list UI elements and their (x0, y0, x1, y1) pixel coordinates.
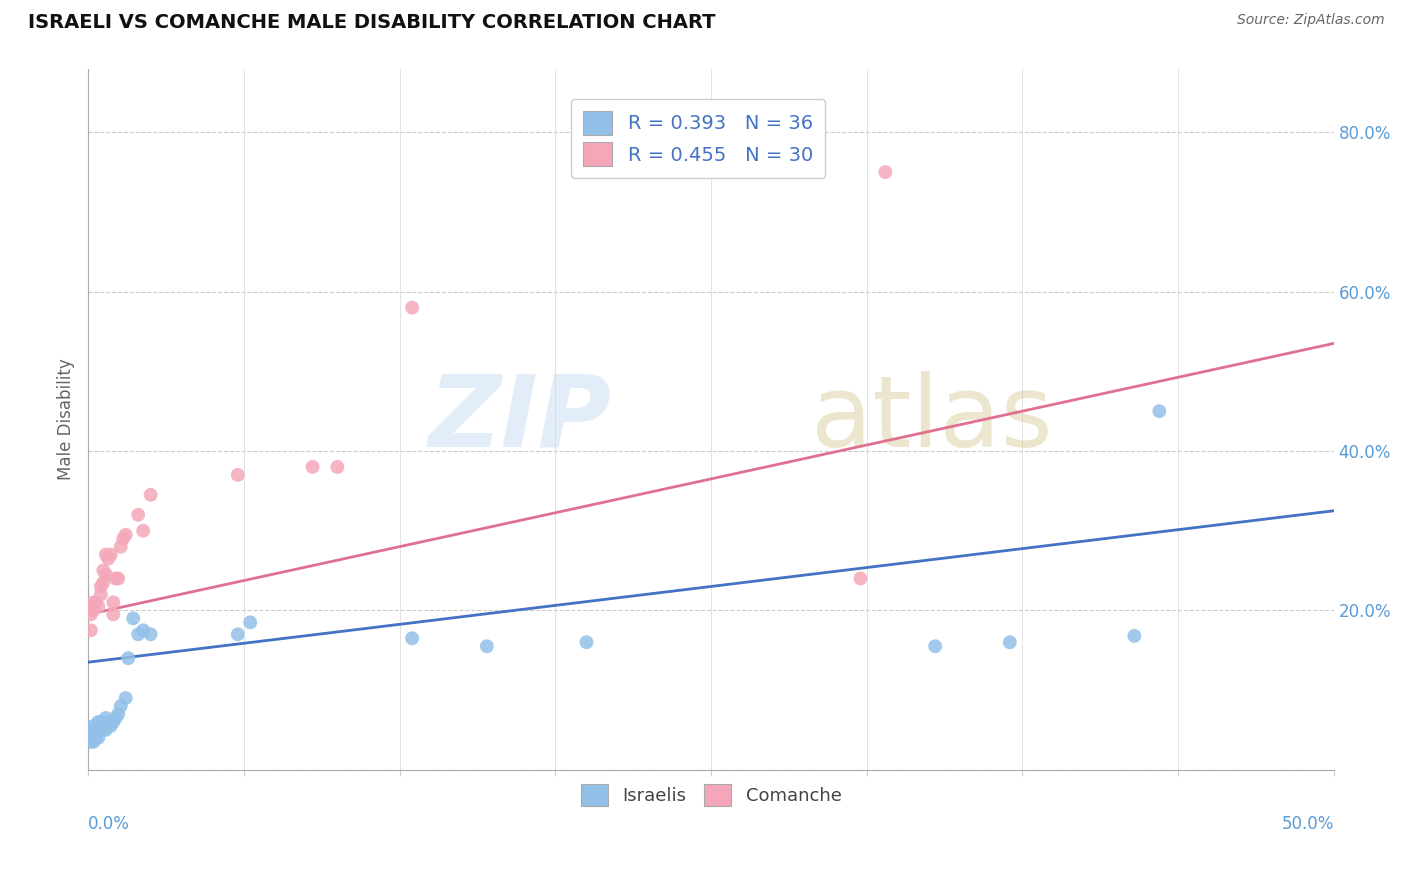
Point (84, 595, 107, 609)
Point (139, 488, 162, 502)
Text: ZIP: ZIP (429, 371, 612, 467)
Point (94, 723, 117, 737)
Point (91, 575, 114, 590)
Point (87, 731, 110, 745)
Text: Source: ZipAtlas.com: Source: ZipAtlas.com (1237, 13, 1385, 28)
Point (301, 459, 323, 474)
Point (112, 532, 135, 546)
Point (80, 735, 103, 749)
Point (90, 587, 112, 601)
Point (80, 723, 103, 737)
Point (90, 579, 112, 593)
Point (82, 719, 104, 733)
Point (127, 508, 149, 522)
Point (80, 607, 103, 622)
Point (103, 714, 125, 729)
Point (80, 624, 103, 638)
Text: 0.0%: 0.0% (89, 815, 131, 833)
Point (924, 639, 946, 653)
Text: 50.0%: 50.0% (1281, 815, 1334, 833)
Point (117, 651, 139, 665)
Text: ISRAELI VS COMANCHE MALE DISABILITY CORRELATION CHART: ISRAELI VS COMANCHE MALE DISABILITY CORR… (28, 13, 716, 32)
Point (80, 731, 103, 745)
Point (475, 639, 498, 653)
Point (326, 459, 349, 474)
Point (97, 551, 120, 566)
Point (91, 564, 114, 578)
Point (132, 624, 155, 638)
Point (110, 698, 132, 713)
Point (401, 301, 423, 315)
Point (100, 719, 122, 733)
Point (84, 723, 107, 737)
Point (104, 572, 127, 586)
Point (94, 711, 117, 725)
Point (94, 567, 117, 582)
Point (849, 572, 872, 586)
Point (104, 711, 127, 725)
Point (226, 467, 249, 482)
Text: atlas: atlas (811, 371, 1052, 467)
Point (226, 627, 249, 641)
Point (139, 627, 162, 641)
Point (87, 714, 110, 729)
Y-axis label: Male Disability: Male Disability (58, 359, 75, 480)
Point (84, 731, 107, 745)
Point (100, 548, 122, 562)
Point (97, 714, 120, 729)
Point (107, 706, 129, 721)
Point (90, 723, 112, 737)
Point (103, 607, 125, 622)
Point (132, 524, 155, 538)
Point (110, 540, 132, 554)
Point (87, 599, 110, 614)
Point (1123, 629, 1146, 643)
Point (998, 635, 1021, 649)
Point (82, 735, 104, 749)
Point (114, 691, 136, 706)
Point (90, 714, 112, 729)
Point (114, 527, 136, 541)
Point (575, 635, 598, 649)
Point (82, 595, 104, 609)
Point (94, 548, 117, 562)
Point (127, 627, 149, 641)
Point (103, 595, 125, 609)
Point (91, 719, 114, 733)
Point (239, 615, 262, 630)
Point (875, 165, 897, 179)
Point (1149, 404, 1171, 418)
Legend: Israelis, Comanche: Israelis, Comanche (574, 777, 849, 814)
Point (82, 603, 104, 617)
Point (122, 611, 145, 625)
Point (82, 727, 104, 741)
Point (401, 632, 423, 646)
Point (107, 572, 129, 586)
